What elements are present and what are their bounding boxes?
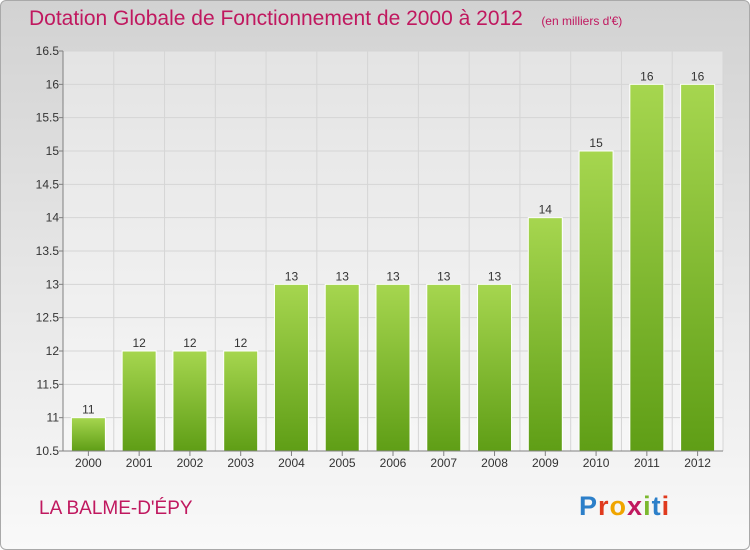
bar — [375, 283, 411, 452]
logo-letter: r — [598, 491, 610, 521]
x-tick-label: 2002 — [177, 456, 204, 470]
data-label: 13 — [336, 269, 350, 283]
data-label: 16 — [640, 69, 654, 83]
y-tick-label: 16.5 — [36, 44, 60, 58]
commune-name: LA BALME-D'ÉPY — [39, 498, 193, 519]
bar — [121, 350, 157, 452]
x-tick-label: 2009 — [532, 456, 559, 470]
y-tick-label: 12 — [46, 344, 60, 358]
bar — [527, 217, 563, 452]
chart-title-block: Dotation Globale de Fonctionnement de 20… — [29, 7, 622, 31]
data-label: 13 — [285, 269, 299, 283]
logo-letter: P — [579, 491, 599, 521]
logo-letter: i — [661, 491, 671, 521]
x-tick-label: 2004 — [278, 456, 305, 470]
chart-subtitle: (en milliers d'€) — [541, 14, 623, 28]
bar — [426, 283, 462, 452]
bar — [477, 283, 513, 452]
x-tick-label: 2011 — [634, 456, 660, 470]
y-tick-label: 14 — [46, 211, 60, 225]
bar — [680, 83, 716, 452]
y-tick-label: 10.5 — [36, 444, 60, 458]
y-tick-label: 11.5 — [37, 377, 60, 391]
y-tick-label: 11 — [47, 411, 60, 425]
bar — [629, 83, 665, 452]
x-tick-label: 2007 — [430, 456, 457, 470]
y-tick-label: 15.5 — [36, 111, 60, 125]
logo-letter: i — [643, 491, 652, 521]
data-label: 14 — [539, 203, 553, 217]
labels: 10.5 11 11.5 12 12.5 13 13.5 14 14.5 15 15.5 16 16.5… — [36, 44, 712, 470]
data-label: 16 — [691, 69, 705, 83]
chart-title: Dotation Globale de Fonctionnement de 20… — [29, 7, 523, 30]
x-tick-label: 2003 — [227, 456, 254, 470]
data-label: 12 — [234, 336, 248, 350]
data-label: 13 — [437, 269, 451, 283]
x-tick-label: 2005 — [329, 456, 356, 470]
x-tick-label: 2010 — [583, 456, 610, 470]
proxiti-logo[interactable]: Proxiti — [579, 491, 670, 522]
y-tick-label: 13 — [46, 277, 60, 291]
y-tick-label: 13.5 — [36, 244, 60, 258]
y-tick-label: 16 — [46, 77, 60, 91]
x-tick-label: 2000 — [75, 456, 102, 470]
y-tick-label: 12.5 — [36, 311, 60, 325]
x-tick-label: 2012 — [684, 456, 711, 470]
bar — [223, 350, 259, 452]
axes — [59, 50, 723, 456]
data-label: 12 — [183, 336, 197, 350]
bar — [578, 150, 614, 452]
x-tick-label: 2006 — [380, 456, 407, 470]
bar — [273, 283, 309, 452]
x-tick-label: 2008 — [481, 456, 508, 470]
bar — [324, 283, 360, 452]
y-tick-label: 15 — [46, 144, 60, 158]
bar — [70, 417, 106, 452]
bar — [172, 350, 208, 452]
y-tick-label: 14.5 — [36, 177, 60, 191]
logo-letter: o — [609, 491, 628, 521]
data-label: 11 — [82, 403, 95, 417]
data-label: 13 — [386, 269, 400, 283]
logo-letter: x — [627, 491, 644, 521]
data-label: 15 — [589, 136, 603, 150]
data-label: 12 — [132, 336, 146, 350]
x-tick-label: 2001 — [126, 456, 153, 470]
data-label: 13 — [488, 269, 502, 283]
bars — [70, 83, 716, 452]
logo-letter: t — [651, 491, 662, 521]
